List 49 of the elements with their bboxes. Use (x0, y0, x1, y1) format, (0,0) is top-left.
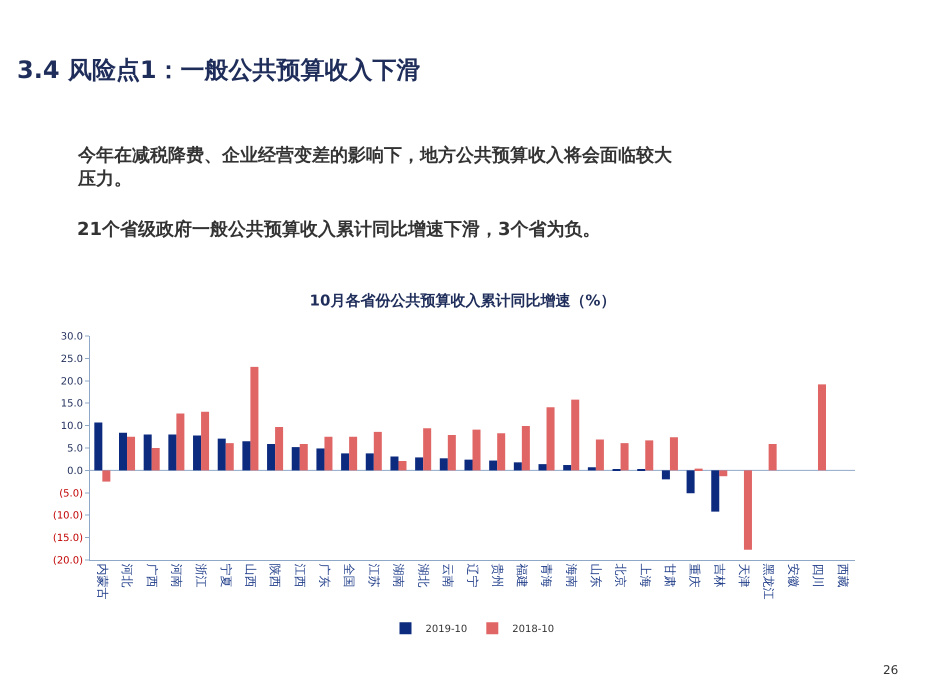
x-tick-label: 云南 (440, 563, 455, 588)
y-tick-label: (20.0) (52, 556, 84, 566)
chart-title: 10月各省份公共预算收入累计同比增速（%） (310, 291, 616, 310)
x-tick-label: 湖北 (416, 563, 430, 588)
y-tick-label: (5.0) (59, 488, 84, 500)
x-tick-label: 海南 (564, 563, 578, 588)
y-tick-label: 20.0 (60, 376, 83, 388)
text: 26 (883, 663, 898, 677)
y-tick-label: 10.0 (60, 421, 83, 432)
y-tick-label: 30.0 (60, 332, 83, 342)
x-tick-label: 上海 (638, 563, 652, 588)
legend-label: 2018-10 (512, 624, 554, 636)
x-tick-label: 辽宁 (466, 563, 480, 588)
x-tick-label: 广西 (144, 563, 159, 588)
y-tick-label: 5.0 (67, 444, 83, 454)
x-tick-label: 山东 (588, 563, 603, 588)
x-tick-label: 江苏 (366, 563, 381, 588)
x-tick-label: 山西 (244, 563, 258, 588)
x-tick-label: 陕西 (268, 563, 282, 588)
x-tick-label: 宁夏 (218, 563, 233, 588)
text: 3.4 风险点1：一般公共预算收入下滑 (17, 56, 421, 84)
x-tick-label: 河北 (120, 563, 134, 588)
x-tick-label: 湖南 (392, 563, 406, 588)
text: 21个省级政府一般公共预算收入累计同比增速下滑，3个省为负。 (77, 219, 601, 240)
y-tick-label: 25.0 (60, 354, 83, 365)
x-tick-label: 四川 (811, 563, 826, 588)
x-tick-label: 吉林 (712, 563, 726, 588)
x-tick-label: 江西 (292, 563, 307, 588)
x-tick-label: 安徽 (786, 563, 800, 588)
y-tick-label: (10.0) (52, 510, 84, 522)
x-tick-label: 福建 (514, 563, 529, 588)
x-tick-label: 黑龙江 (762, 563, 776, 600)
y-tick-label: (15.0) (52, 533, 84, 544)
x-tick-label: 广东 (318, 563, 332, 588)
x-tick-label: 全国 (342, 563, 356, 588)
x-tick-label: 甘肃 (663, 563, 678, 588)
x-tick-label: 北京 (614, 563, 628, 588)
x-tick-label: 浙江 (194, 563, 208, 588)
x-tick-label: 河南 (169, 563, 184, 588)
x-tick-label: 重庆 (688, 563, 702, 588)
x-tick-label: 天津 (737, 563, 752, 588)
x-tick-label: 贵州 (490, 563, 504, 588)
y-tick-label: 0.0 (67, 466, 83, 477)
x-tick-label: 青海 (540, 563, 554, 588)
y-tick-label: 15.0 (60, 398, 83, 410)
x-tick-label: 西藏 (836, 563, 850, 588)
x-tick-label: 内蒙古 (95, 563, 110, 600)
legend-label: 2019-10 (426, 624, 468, 636)
text: 今年在减税降费、企业经营变差的影响下，地方公共预算收入将会面临较大压力。 (77, 145, 673, 190)
